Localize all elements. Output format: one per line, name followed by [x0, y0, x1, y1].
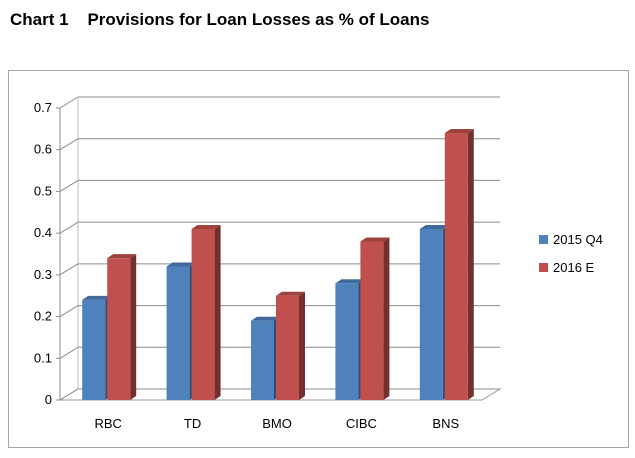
x-tick-label: RBC — [94, 416, 121, 431]
bar — [191, 228, 215, 400]
y-tick-label: 0.5 — [34, 183, 52, 198]
gridline-diagonal — [59, 305, 79, 317]
y-tick-label: 0.3 — [34, 267, 52, 282]
gridline-diagonal — [59, 96, 79, 109]
bar-top — [107, 254, 137, 259]
gridline-diagonal — [59, 221, 79, 234]
bar-top — [166, 262, 196, 267]
y-tick-label: 0.7 — [34, 100, 52, 115]
bar-side — [383, 237, 390, 400]
bar-top — [419, 224, 449, 229]
y-tick-label: 0.2 — [34, 309, 52, 324]
bar-top — [335, 279, 365, 284]
y-tick-label: 0.1 — [34, 350, 52, 365]
bar — [166, 266, 190, 400]
bar-side — [467, 129, 474, 400]
legend-swatch — [539, 235, 548, 244]
bar-side — [130, 254, 137, 400]
bar-top — [191, 224, 221, 229]
bar — [419, 228, 443, 400]
y-tick-label: 0.6 — [34, 142, 52, 157]
bar-top — [276, 291, 305, 296]
bar-side — [299, 291, 305, 400]
bar-top — [251, 316, 280, 321]
x-tick-label: BMO — [262, 416, 292, 431]
bar-top — [360, 237, 390, 242]
gridline-diagonal — [59, 180, 79, 192]
x-tick-label: TD — [184, 416, 201, 431]
bar — [107, 258, 131, 400]
bar-side — [214, 224, 221, 400]
chart-frame — [8, 70, 629, 448]
bar — [335, 283, 359, 400]
bar — [276, 295, 299, 400]
bar — [360, 241, 384, 400]
gridline-diagonal — [59, 346, 79, 359]
bar-top — [444, 129, 474, 134]
gridline-diagonal — [59, 263, 79, 276]
legend-swatch — [539, 263, 548, 272]
x-tick-label: BNS — [432, 416, 459, 431]
bar — [251, 320, 274, 400]
x-tick-label: CIBC — [346, 416, 377, 431]
bar — [82, 299, 106, 400]
y-tick-label: 0 — [45, 392, 52, 407]
legend-label: 2016 E — [553, 260, 595, 275]
bar — [444, 133, 468, 400]
y-tick-label: 0.4 — [34, 225, 52, 240]
gridline-diagonal — [59, 138, 79, 151]
chart-title: Chart 1 Provisions for Loan Losses as % … — [10, 10, 430, 29]
gridline-diagonal — [59, 388, 79, 401]
bar-top — [82, 295, 112, 300]
legend-label: 2015 Q4 — [553, 232, 603, 247]
